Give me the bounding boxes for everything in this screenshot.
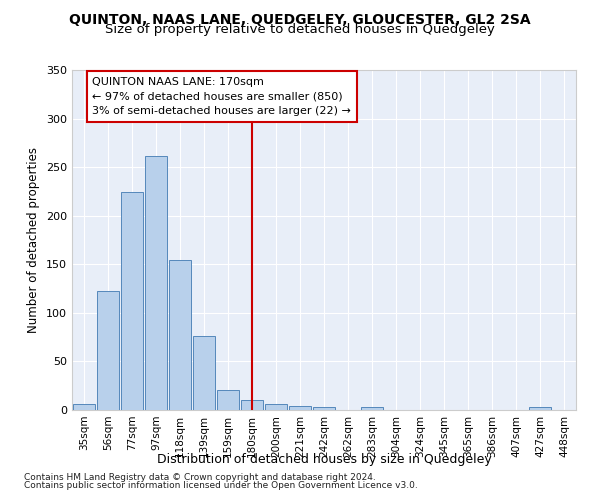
Bar [265,404,287,410]
Bar [241,400,263,410]
Bar [193,336,215,410]
Text: QUINTON, NAAS LANE, QUEDGELEY, GLOUCESTER, GL2 2SA: QUINTON, NAAS LANE, QUEDGELEY, GLOUCESTE… [69,12,531,26]
Bar [217,390,239,410]
Bar [313,407,335,410]
Text: Contains public sector information licensed under the Open Government Licence v3: Contains public sector information licen… [24,481,418,490]
Bar [169,260,191,410]
Bar [529,407,551,410]
Text: Contains HM Land Registry data © Crown copyright and database right 2024.: Contains HM Land Registry data © Crown c… [24,473,376,482]
Y-axis label: Number of detached properties: Number of detached properties [28,147,40,333]
Bar [73,404,95,410]
Bar [97,292,119,410]
Text: Distribution of detached houses by size in Quedgeley: Distribution of detached houses by size … [157,454,491,466]
Bar [121,192,143,410]
Text: QUINTON NAAS LANE: 170sqm
← 97% of detached houses are smaller (850)
3% of semi-: QUINTON NAAS LANE: 170sqm ← 97% of detac… [92,77,351,116]
Bar [289,406,311,410]
Bar [361,407,383,410]
Bar [145,156,167,410]
Text: Size of property relative to detached houses in Quedgeley: Size of property relative to detached ho… [105,22,495,36]
